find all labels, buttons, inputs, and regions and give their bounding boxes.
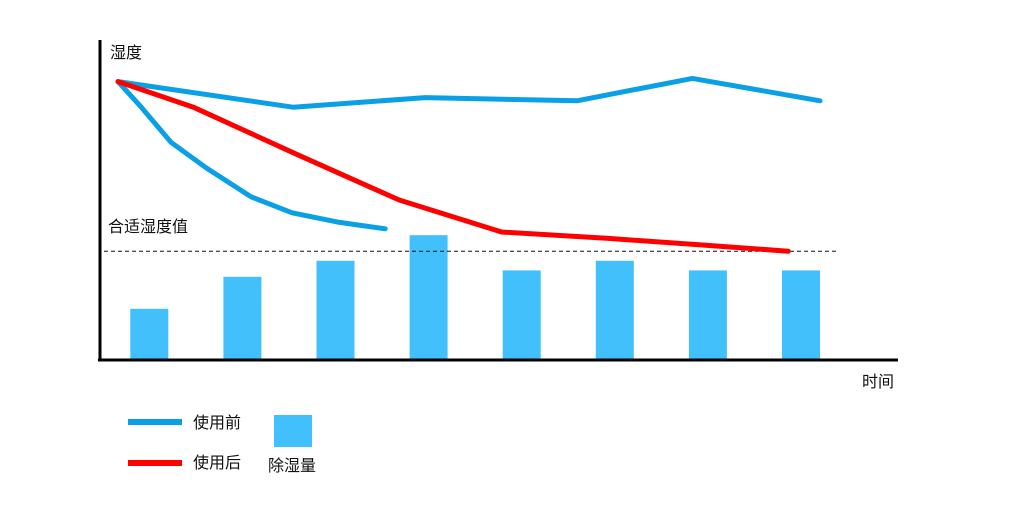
bar-0 <box>130 308 169 360</box>
bars-layer <box>130 235 820 360</box>
reference-layer: 合适湿度值 <box>104 217 838 252</box>
series-line-0 <box>115 79 388 232</box>
bar-1 <box>223 276 262 360</box>
bar-3 <box>409 235 448 360</box>
bar-7 <box>782 270 820 360</box>
bar-6 <box>688 270 727 360</box>
lines-layer <box>115 75 823 254</box>
axes-layer: 湿度 时间 <box>98 40 898 391</box>
y-axis-label: 湿度 <box>110 43 142 62</box>
bar-5 <box>595 260 634 360</box>
bar-2 <box>316 260 355 360</box>
reference-line-label: 合适湿度值 <box>108 217 188 236</box>
legend: 使用前 使用后 除湿量 <box>128 413 316 475</box>
legend-box-swatch-dehumidify <box>274 415 312 447</box>
legend-label-dehumidify: 除湿量 <box>268 456 316 475</box>
x-axis-label: 时间 <box>862 372 894 391</box>
legend-label-after: 使用后 <box>193 453 241 472</box>
series-line-2 <box>115 79 791 254</box>
series-line-1 <box>115 75 823 110</box>
bar-4 <box>502 270 541 360</box>
legend-label-before: 使用前 <box>193 413 241 432</box>
